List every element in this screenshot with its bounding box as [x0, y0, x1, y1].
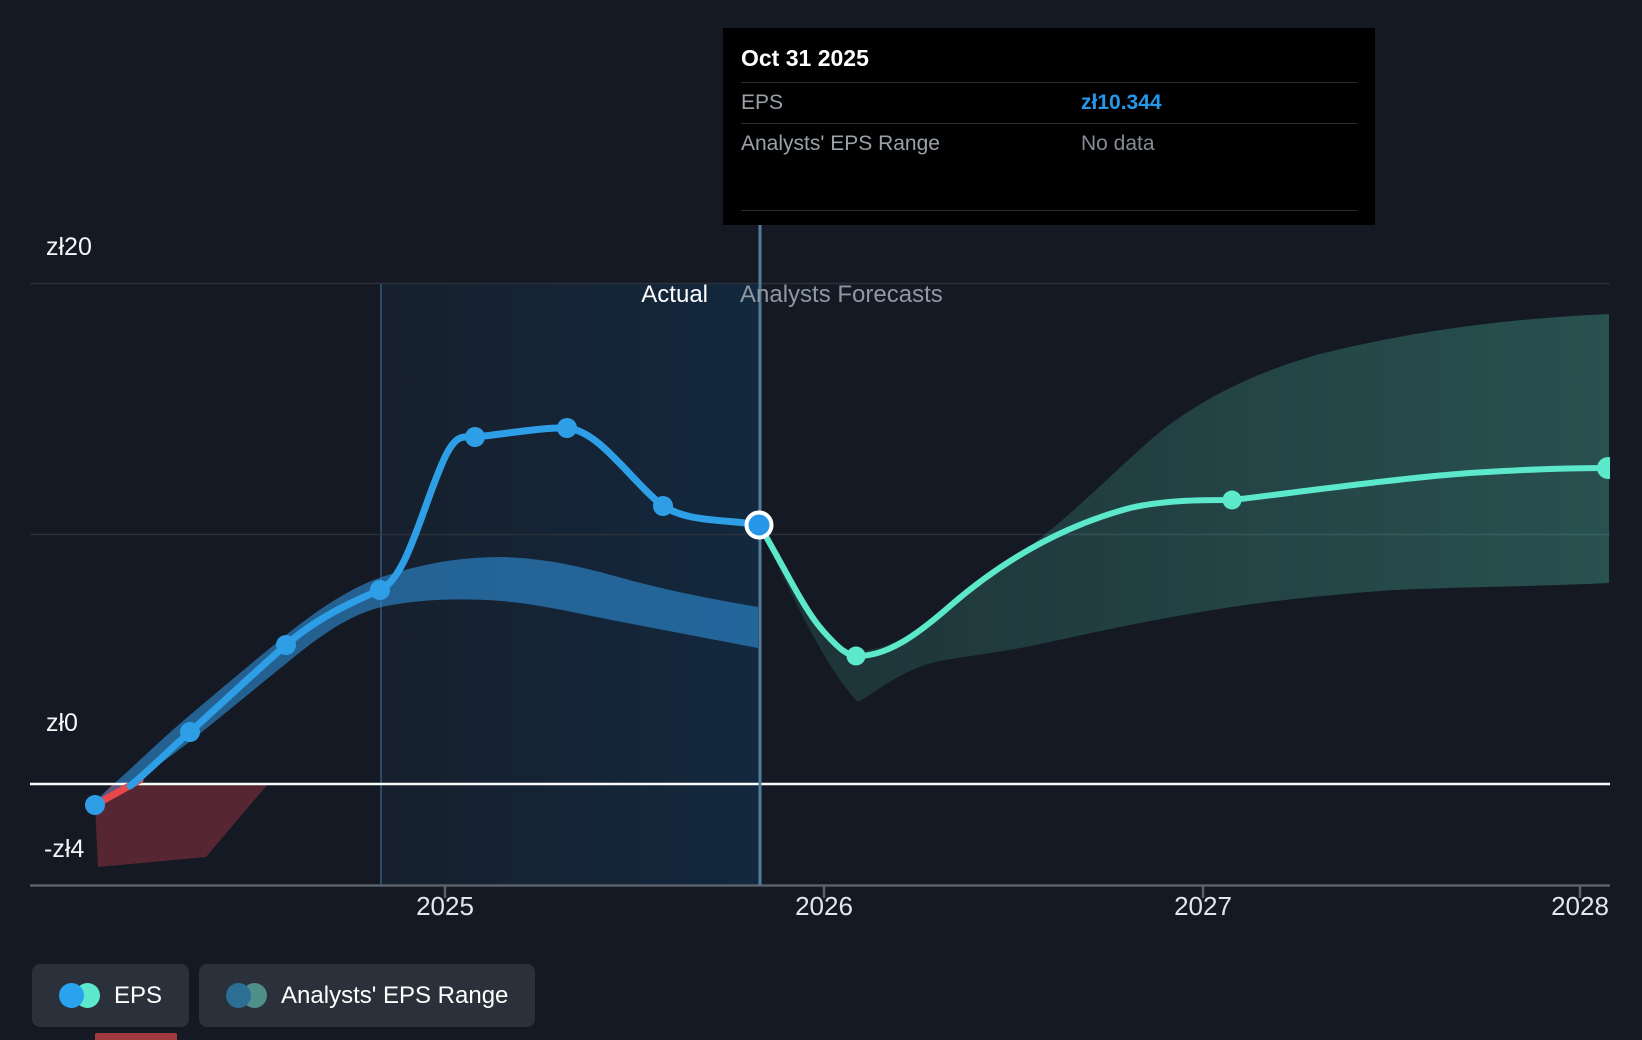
legend-eps-label: EPS — [114, 981, 163, 1009]
today-marker-dot[interactable] — [744, 510, 774, 540]
legend-eps[interactable]: EPS — [32, 964, 190, 1027]
tooltip-bottom-divider — [741, 210, 1357, 211]
eps-data-point[interactable] — [465, 427, 485, 447]
tooltip: Oct 31 2025 EPS zł10.344 Analysts' EPS R… — [723, 28, 1375, 225]
actual-section-label: Actual — [641, 281, 708, 308]
y-axis-label-0: zł0 — [46, 709, 78, 737]
eps-line-actual — [126, 424, 763, 790]
legend: EPS Analysts' EPS Range — [32, 964, 536, 1027]
legend-analysts-eps-range[interactable]: Analysts' EPS Range — [199, 964, 536, 1027]
eps-line-forecast — [756, 465, 1610, 660]
y-axis-label-20: zł20 — [46, 233, 92, 261]
x-axis-ticks — [443, 885, 1582, 898]
eps-forecast-point[interactable] — [1222, 490, 1242, 510]
tooltip-row-eps: EPS zł10.344 — [741, 82, 1357, 123]
legend-analysts-eps-range-label: Analysts' EPS Range — [281, 981, 509, 1009]
tooltip-row-range: Analysts' EPS Range No data — [741, 123, 1357, 164]
eps-forecast-data-points[interactable] — [846, 457, 1620, 666]
eps-data-point[interactable] — [180, 722, 200, 742]
eps-forecast-point[interactable] — [1597, 457, 1619, 479]
x-axis-tick-label-2026: 2026 — [795, 891, 853, 921]
y-axis-label-neg4: -zł4 — [44, 835, 85, 863]
forecast-section-label: Analysts Forecasts — [740, 281, 943, 308]
tooltip-eps-value: zł10.344 — [1081, 91, 1162, 114]
eps-actual-data-points[interactable] — [85, 418, 673, 815]
negative-range-wedge — [95, 784, 268, 867]
bottom-red-strip — [95, 1033, 177, 1040]
tooltip-range-value: No data — [1081, 132, 1155, 155]
tooltip-eps-label: EPS — [741, 91, 784, 114]
x-axis-tick-label-2025: 2025 — [416, 891, 474, 921]
tooltip-date: Oct 31 2025 — [741, 45, 869, 71]
x-axis-tick-label-2027: 2027 — [1174, 891, 1232, 921]
analysts-range-legend-venn-icon — [226, 983, 268, 1008]
eps-data-point[interactable] — [85, 795, 105, 815]
tooltip-range-label: Analysts' EPS Range — [741, 132, 940, 155]
eps-forecast-point[interactable] — [846, 646, 866, 666]
eps-data-point[interactable] — [370, 580, 390, 600]
eps-data-point[interactable] — [276, 635, 296, 655]
eps-data-point[interactable] — [557, 418, 577, 438]
forecast-range-band — [759, 314, 1609, 702]
x-axis-tick-label-2028: 2028 — [1551, 891, 1609, 921]
eps-data-point[interactable] — [653, 496, 673, 516]
eps-legend-venn-icon — [59, 983, 100, 1008]
